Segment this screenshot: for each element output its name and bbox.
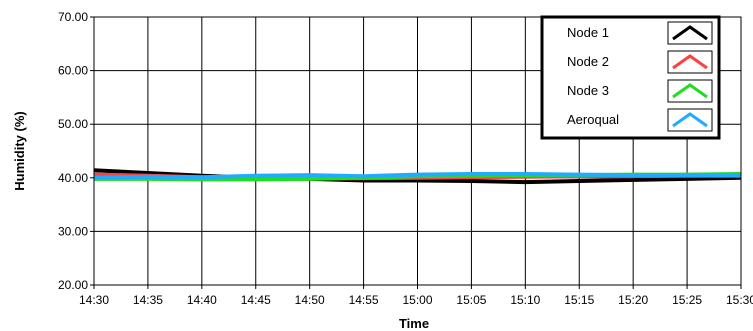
x-tick-label: 15:00 bbox=[402, 293, 432, 307]
legend-swatch-box bbox=[667, 50, 713, 74]
legend-swatch-line bbox=[672, 83, 708, 99]
legend-swatch-line bbox=[672, 54, 708, 70]
legend-swatch-box bbox=[667, 79, 713, 103]
y-tick-label: 50.00 bbox=[58, 117, 88, 131]
legend-label: Node 3 bbox=[567, 83, 609, 98]
x-tick-label: 14:40 bbox=[187, 293, 217, 307]
y-axis-title: Humidity (%) bbox=[12, 111, 27, 190]
y-tick-label: 30.00 bbox=[58, 224, 88, 238]
x-tick-label: 14:50 bbox=[295, 293, 325, 307]
legend-swatch-box bbox=[667, 21, 713, 45]
x-tick-label: 15:20 bbox=[618, 293, 648, 307]
x-tick-label: 15:15 bbox=[564, 293, 594, 307]
x-tick-label: 14:55 bbox=[349, 293, 379, 307]
x-tick-label: 15:05 bbox=[456, 293, 486, 307]
x-axis-title: Time bbox=[399, 316, 429, 331]
legend-label: Node 2 bbox=[567, 54, 609, 69]
x-tick-label: 15:10 bbox=[510, 293, 540, 307]
legend-label: Node 1 bbox=[567, 25, 609, 40]
x-tick-label: 15:30 bbox=[726, 293, 753, 307]
legend-swatch-line bbox=[672, 25, 708, 41]
y-tick-label: 60.00 bbox=[58, 64, 88, 78]
legend-label: Aeroqual bbox=[567, 112, 619, 127]
y-tick-label: 40.00 bbox=[58, 171, 88, 185]
legend-swatch-box bbox=[667, 108, 713, 132]
x-tick-label: 14:30 bbox=[79, 293, 109, 307]
series-lines bbox=[93, 168, 742, 185]
legend: Node 1 Node 2 Node 3 Aeroqual bbox=[540, 15, 721, 140]
x-tick-label: 14:45 bbox=[241, 293, 271, 307]
axis-ticks: 14:30 14:35 14:40 14:45 14:50 14:55 15:00 15:05… bbox=[58, 10, 753, 307]
x-tick-label: 14:35 bbox=[133, 293, 163, 307]
y-tick-label: 20.00 bbox=[58, 278, 88, 292]
series-line-aeroqual bbox=[93, 172, 741, 180]
y-tick-label: 70.00 bbox=[58, 10, 88, 24]
x-tick-label: 15:25 bbox=[672, 293, 702, 307]
legend-swatch-line bbox=[672, 112, 708, 128]
